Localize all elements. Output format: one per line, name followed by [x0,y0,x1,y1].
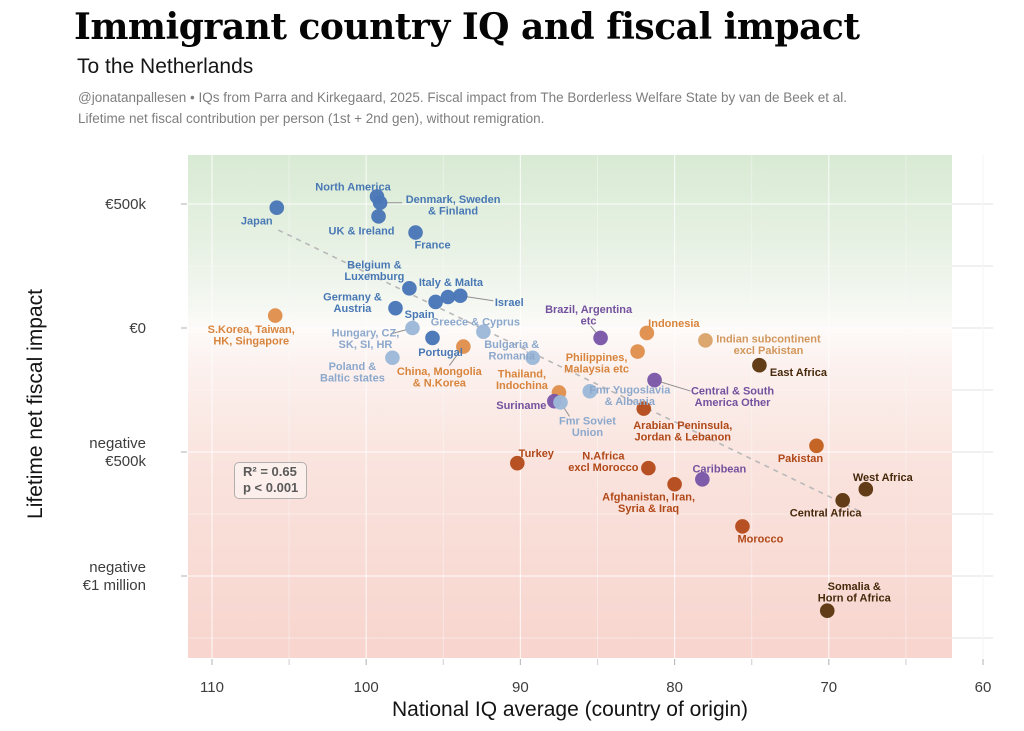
axis-ticks [181,203,984,665]
y-tick-label--1000k: negative €1 million [83,559,146,594]
data-point-pakistan [809,438,824,454]
point-label-east-africa: East Africa [770,367,828,379]
x-tick-label-100: 100 [354,679,379,696]
y-axis-title: Lifetime net fiscal impact [24,289,47,519]
p-value: p < 0.001 [243,480,299,495]
data-point-fmr-yugoslavia-albania [582,383,598,399]
data-point-morocco [735,519,750,534]
point-label-pakistan: Pakistan [778,453,824,465]
data-point-philippines-malaysia-etc [630,344,645,359]
data-point-fmr-soviet-union [553,395,568,410]
data-point-italy-malta [440,289,456,305]
point-label-central-africa: Central Africa [790,507,863,519]
point-label-suriname: Suriname [496,400,546,412]
data-point-east-africa [752,357,767,373]
data-point-uk-ireland [371,209,386,224]
data-point-spain [428,294,443,310]
data-point-china-mongolia-nkorea [456,339,471,354]
point-label-fmr-soviet-union: Fmr Soviet Union [559,416,616,440]
x-tick-label-70: 70 [820,679,837,696]
data-point-nafrica-excl-morocco [641,460,656,476]
data-point-afghanistan-iran-syria-iraq [667,476,682,492]
point-label-uk-ireland: UK & Ireland [329,225,395,237]
point-label-somalia-horn-of-africa: Somalia & Horn of Africa [818,581,892,605]
y-tick-label-500k: €500k [105,196,146,213]
point-label-japan: Japan [241,216,273,228]
data-point-germany-austria [388,300,403,316]
gradient-panel [188,155,952,658]
point-label-germany-austria: Germany & Austria [323,291,382,315]
x-tick-label-110: 110 [200,679,224,696]
data-point-arabian-peninsula [636,401,652,416]
tick-labels: 110 100 90 80 70 60 €500k €0 negative €500k negati… [83,196,992,696]
data-point-turkey [510,455,525,471]
point-label-china-mongolia-nkorea: China, Mongolia & N.Korea [397,366,483,390]
y-tick-label-0k: €0 [129,320,146,337]
point-label-central-south-america-other: Central & South America Other [691,385,774,409]
point-label-north-america: North America [315,182,391,194]
point-label-denmark-sweden-finland: Denmark, Sweden & Finland [406,194,501,218]
point-label-bulgaria-romania: Bulgaria & Romania [484,339,539,363]
point-label-france: France [415,240,451,252]
point-label-thailand-indochina: Thailand, Indochina [496,369,549,393]
chart-title: Immigrant country IQ and fiscal impact [74,6,860,48]
data-point-central-africa [835,493,850,508]
y-tick-label--500k: negative €500k [89,435,146,470]
point-label-italy-malta: Italy & Malta [419,277,484,289]
point-label-belgium-luxemburg: Belgium & Luxemburg [344,260,404,284]
data-point-greece-cyprus [476,324,491,340]
data-point-somalia-horn-of-africa [819,603,835,619]
point-label-greece-cyprus: Greece & Cyprus [431,317,520,329]
data-point-brazil-argentina-etc [593,330,608,346]
point-labels: Japan North America Denmark, Sweden & Finla… [208,182,914,605]
data-point-caribbean [695,471,710,487]
point-label-portugal: Portugal [418,347,463,359]
data-point-skorea-taiwan-hk-singapore [267,308,283,323]
chart-caption-line1: @jonatanpallesen • IQs from Parra and Ki… [78,90,848,105]
point-label-spain: Spain [405,309,435,321]
point-label-arabian-peninsula: Arabian Peninsula, Jordan & Lebanon [633,420,732,444]
point-label-caribbean: Caribbean [692,463,746,475]
data-point-poland-baltic-states [385,350,400,366]
data-point-denmark-sweden-finland [372,195,388,211]
point-label-morocco: Morocco [738,533,784,545]
point-label-turkey: Turkey [519,448,555,460]
data-point-central-south-america-other [647,372,662,388]
point-label-philippines-malaysia-etc: Philippines, Malaysia etc [564,352,629,376]
point-label-poland-baltic-states: Poland & Baltic states [320,361,385,385]
point-label-nafrica-excl-morocco: N.Africa excl Morocco [568,450,639,474]
point-label-indonesia: Indonesia [648,318,700,330]
x-tick-label-80: 80 [666,679,683,696]
r-squared-annotation: R² = 0.65 p < 0.001 [234,462,308,499]
data-point-israel [452,288,468,304]
point-label-indian-subcontinent: Indian subcontinent excl Pakistan [716,334,821,358]
data-point-japan [269,200,285,216]
data-point-france [408,225,423,240]
point-label-west-africa: West Africa [853,472,914,484]
data-point-portugal [425,330,440,346]
point-label-hungary-cz-sk-si-hr: Hungary, CZ, SK, SI, HR [332,327,400,351]
x-tick-label-90: 90 [512,679,529,696]
data-point-hungary-cz-sk-si-hr [405,320,420,336]
x-axis-title: National IQ average (country of origin) [391,698,748,721]
trend-line [277,229,864,514]
data-point-belgium-luxemburg [402,281,417,296]
gridlines-white [188,155,984,658]
x-tick-label-60: 60 [975,679,992,696]
chart-subtitle: To the Netherlands [77,55,254,78]
point-label-brazil-argentina-etc: Brazil, Argentina etc [545,304,633,328]
point-label-afghanistan-iran-syria-iraq: Afghanistan, Iran, Syria & Iraq [602,491,695,515]
r-squared-value: R² = 0.65 [243,464,297,479]
data-points [267,189,874,619]
point-label-fmr-yugoslavia-albania: Fmr Yugoslavia & Albania [589,384,671,408]
data-point-west-africa [858,481,874,497]
data-point-bulgaria-romania [525,350,541,366]
point-label-skorea-taiwan-hk-singapore: S.Korea, Taiwan, HK, Singapore [208,324,295,348]
data-point-indian-subcontinent [698,333,713,348]
chart-caption-line2: Lifetime net fiscal contribution per per… [78,111,545,126]
data-point-indonesia [639,325,655,341]
point-label-israel: Israel [495,297,524,309]
